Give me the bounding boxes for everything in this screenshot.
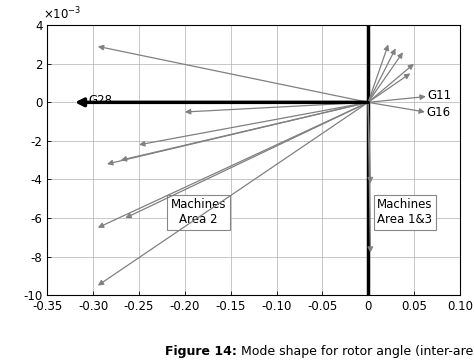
Text: G16: G16 [427,107,451,120]
Text: $\times\mathdefault{10}^{\mathdefault{-3}}$: $\times\mathdefault{10}^{\mathdefault{-3… [43,6,82,22]
Text: G11: G11 [428,89,452,102]
Text: G28: G28 [89,94,113,107]
Text: Figure 14:: Figure 14: [165,345,237,357]
Text: Machines
Area 2: Machines Area 2 [171,198,227,226]
Text: Mode shape for rotor angle (inter-area mode).: Mode shape for rotor angle (inter-area m… [237,345,474,357]
Text: Machines
Area 1&3: Machines Area 1&3 [377,198,433,226]
